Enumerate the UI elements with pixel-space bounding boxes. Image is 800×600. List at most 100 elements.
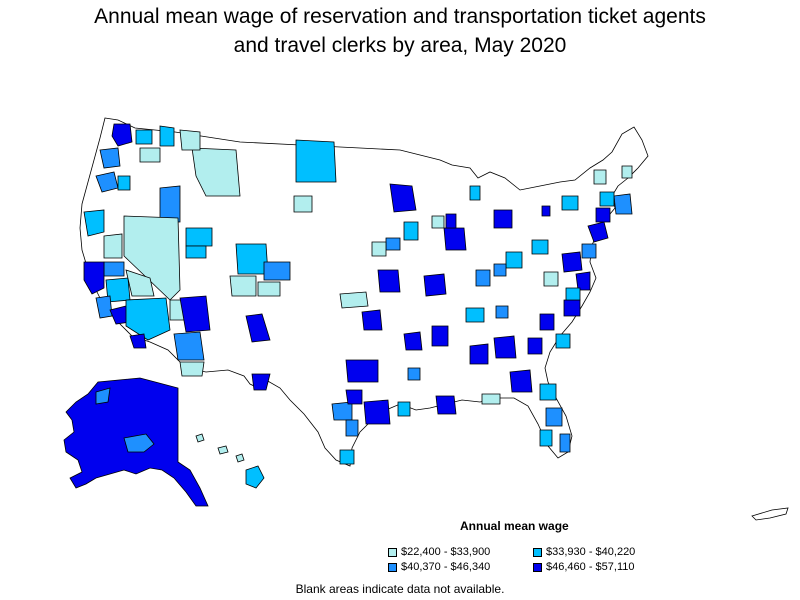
area-co-south [229,275,257,297]
area-ca-central-a [103,233,123,259]
area-austin [345,389,363,405]
legend-swatch-3 [388,562,397,572]
area-id-north [179,129,201,151]
area-ca-central-b [125,269,155,297]
area-id-east [191,147,241,197]
area-kansas-city [377,269,401,293]
area-wa-west [99,147,121,169]
alaska-northwest-area [95,387,111,405]
area-dc-baltimore [561,251,583,273]
area-fl-miami [559,433,571,453]
area-denver [235,243,269,275]
map-title: Annual mean wage of reservation and tran… [0,2,800,60]
area-ny-upstate [561,195,579,211]
area-nj [595,207,611,223]
area-nashville [493,335,517,359]
area-tucson [179,361,205,377]
area-ct [599,191,615,207]
puerto-rico [751,507,789,521]
legend-swatch-2 [533,547,542,557]
area-fl-orlando [545,407,563,427]
area-st-louis [423,273,447,297]
area-ks-wichita [339,291,369,309]
area-ut-salt-lake [185,245,207,259]
legend-item-2: $33,930 - $40,220 [533,546,635,558]
area-inland-empire [125,297,171,341]
area-tx-central [331,401,353,421]
area-me [621,165,633,179]
legend-swatch-4 [533,562,542,572]
area-raleigh [563,299,581,317]
area-mi-west [469,185,481,201]
area-beaumont [397,401,411,417]
legend-label-3: $40,370 - $46,340 [401,561,491,573]
area-milwaukee [445,213,457,229]
area-phoenix [173,331,205,361]
area-tx-south [339,449,355,465]
area-mt-west [295,139,337,183]
area-charlotte [539,313,555,331]
legend-title: Annual mean wage [460,519,569,533]
legend-label-1: $22,400 - $33,900 [401,546,491,558]
area-houston [363,399,391,425]
area-chicago [443,227,467,251]
area-oh-columbus [505,251,523,269]
hawaii [195,433,265,489]
area-sc-columbia [555,333,571,349]
area-tulsa [403,331,423,351]
area-jacksonville [539,383,557,401]
area-boston [613,193,633,215]
area-oh-cincinnati [493,263,507,277]
legend-label-4: $46,460 - $57,110 [546,561,635,573]
area-atlanta [509,369,533,393]
area-va-norfolk [565,287,581,301]
area-wv [543,271,559,287]
area-boise [159,185,181,223]
area-ok-city [361,309,383,331]
area-jackson [469,343,489,365]
area-fl-tampa [539,429,553,447]
area-memphis [431,325,449,347]
title-line-1: Annual mean wage of reservation and tran… [94,5,706,28]
area-richmond [575,271,591,291]
area-detroit [493,209,513,229]
alaska-inner-area [123,433,155,453]
area-flagstaff [179,295,211,333]
area-san-antonio [345,419,359,437]
area-sc-charleston [527,337,543,355]
area-ut-north [185,227,213,247]
area-sacramento [103,261,125,277]
area-sd-c [403,221,419,241]
area-san-luis [95,295,113,319]
area-nd-sd-a [385,237,401,251]
area-el-paso [251,373,271,391]
legend-item-4: $46,460 - $57,110 [533,561,634,573]
legend-label-2: $33,930 - $40,220 [546,546,636,558]
area-sf-bay [83,261,105,295]
area-spokane [159,125,175,147]
area-mi-north [431,215,445,229]
area-or-central [117,175,131,191]
area-nm-albuquerque [245,313,271,343]
area-ky-lexington [495,305,509,319]
area-co-east [263,261,291,281]
area-new-york [587,221,609,243]
area-nd-sd-b [371,241,387,257]
area-mt-east [293,195,313,213]
area-fl-panhandle [481,393,501,405]
area-seattle [111,123,133,147]
area-buffalo [541,205,551,217]
area-new-orleans [435,395,457,415]
area-co-southeast [257,281,281,297]
legend-swatch-1 [388,547,397,557]
area-pittsburgh [531,239,549,255]
footnote: Blank areas indicate data not available. [295,582,505,596]
area-ky-louisville [465,307,485,323]
area-dallas [345,359,379,383]
title-line-2: and travel clerks by area, May 2020 [233,34,567,57]
area-nevada [123,215,181,301]
area-wa-central [139,147,161,163]
legend-item-1: $22,400 - $33,900 [388,546,490,558]
area-san-diego [129,333,147,349]
